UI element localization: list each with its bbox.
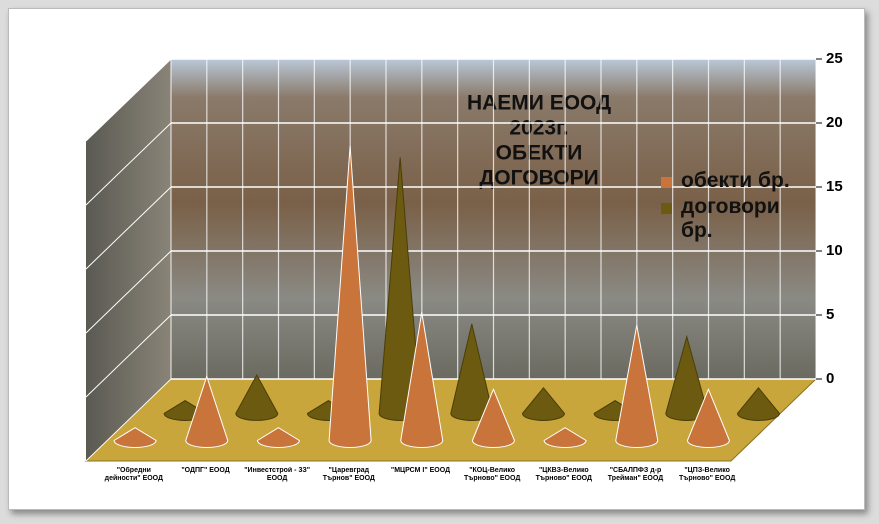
grid-line: [85, 250, 172, 334]
x-tick-label: "Царевград Търнов" ЕООД: [322, 467, 375, 482]
title-line: НАЕМИ ЕООД: [467, 92, 611, 115]
y-tick-label: 20: [826, 114, 843, 131]
cone: [686, 387, 730, 448]
title-line: 2023г.: [509, 117, 568, 140]
cone: [400, 312, 444, 448]
x-tick-label-box: "ЦКВЗ-Велико Търново" ЕООД: [535, 467, 593, 482]
x-tick-label-box: "ЦПЗ-Велико Търново" ЕООД: [678, 467, 736, 482]
legend-key: [661, 203, 672, 214]
cone: [736, 387, 780, 421]
cone: [543, 427, 587, 448]
x-tick-label-box: "МЦРСМ I" ЕООД: [390, 467, 451, 474]
x-tick-label: "КОЦ-Велико Търново" ЕООД: [463, 467, 521, 482]
x-tick-label-box: "ОДПГ" ЕООД: [181, 467, 230, 474]
y-tick-label: 0: [826, 370, 834, 387]
x-tick-label-box: "Инвестстрой - 3З" ЕООД: [244, 467, 311, 482]
cone: [521, 387, 565, 421]
title-line: ДОГОВОРИ: [479, 167, 598, 190]
cone: [235, 373, 279, 421]
x-tick-label: "ЦКВЗ-Велико Търново" ЕООД: [535, 467, 593, 482]
title-line: ОБЕКТИ: [496, 142, 583, 165]
cone: [615, 325, 659, 448]
legend-key: [661, 177, 672, 188]
x-tick-label: "Обредни дейности" ЕООД: [104, 467, 164, 482]
y-tick-label: 25: [826, 50, 843, 67]
x-tick-label: "МЦРСМ I" ЕООД: [390, 467, 451, 474]
x-tick-label: "ЦПЗ-Велико Търново" ЕООД: [678, 467, 736, 482]
cone: [471, 387, 515, 448]
cone: [113, 427, 157, 448]
side-wall: [86, 59, 171, 461]
cone: [185, 374, 229, 448]
legend-label: обекти бр.: [681, 169, 790, 192]
x-tick-label: "СБАЛПФЗ д-р Трейман" ЕООД: [607, 467, 664, 482]
y-tick-label: 5: [826, 306, 834, 323]
x-tick-label-box: "СБАЛПФЗ д-р Трейман" ЕООД: [607, 467, 664, 482]
cone: [113, 427, 157, 448]
legend: обекти бр. договори бр.: [659, 169, 809, 245]
cone: [736, 387, 780, 421]
x-tick-label: "ОДПГ" ЕООД: [181, 467, 230, 474]
grid-line: [85, 58, 172, 142]
cone: [400, 312, 444, 448]
grid-line: [85, 314, 172, 398]
legend-item: договори бр.: [659, 195, 801, 243]
cone: [328, 146, 372, 448]
cone: [235, 373, 279, 421]
cone: [615, 325, 659, 448]
legend-label: договори бр.: [681, 195, 780, 242]
cone: [256, 427, 300, 448]
cone: [471, 387, 515, 448]
cone: [686, 387, 730, 448]
cone: [543, 427, 587, 448]
grid-line: [85, 378, 172, 462]
cone: [256, 427, 300, 448]
cone: [185, 374, 229, 448]
x-tick-label: "Инвестстрой - 3З" ЕООД: [244, 467, 311, 482]
x-tick-label-box: "Царевград Търнов" ЕООД: [322, 467, 375, 482]
legend-item: обекти бр.: [659, 169, 801, 193]
y-tick-label: 15: [826, 178, 843, 195]
x-tick-label-box: "Обредни дейности" ЕООД: [104, 467, 164, 482]
grid-line: [85, 186, 172, 270]
cone: [328, 146, 372, 448]
y-tick-label: 10: [826, 242, 843, 259]
x-tick-label-box: "КОЦ-Велико Търново" ЕООД: [463, 467, 521, 482]
chart-card: НАЕМИ ЕООД 2023г. ОБЕКТИ ДОГОВОРИ 0 5 10 15 20 2…: [8, 8, 865, 510]
cone: [521, 387, 565, 421]
grid-line: [85, 122, 172, 206]
